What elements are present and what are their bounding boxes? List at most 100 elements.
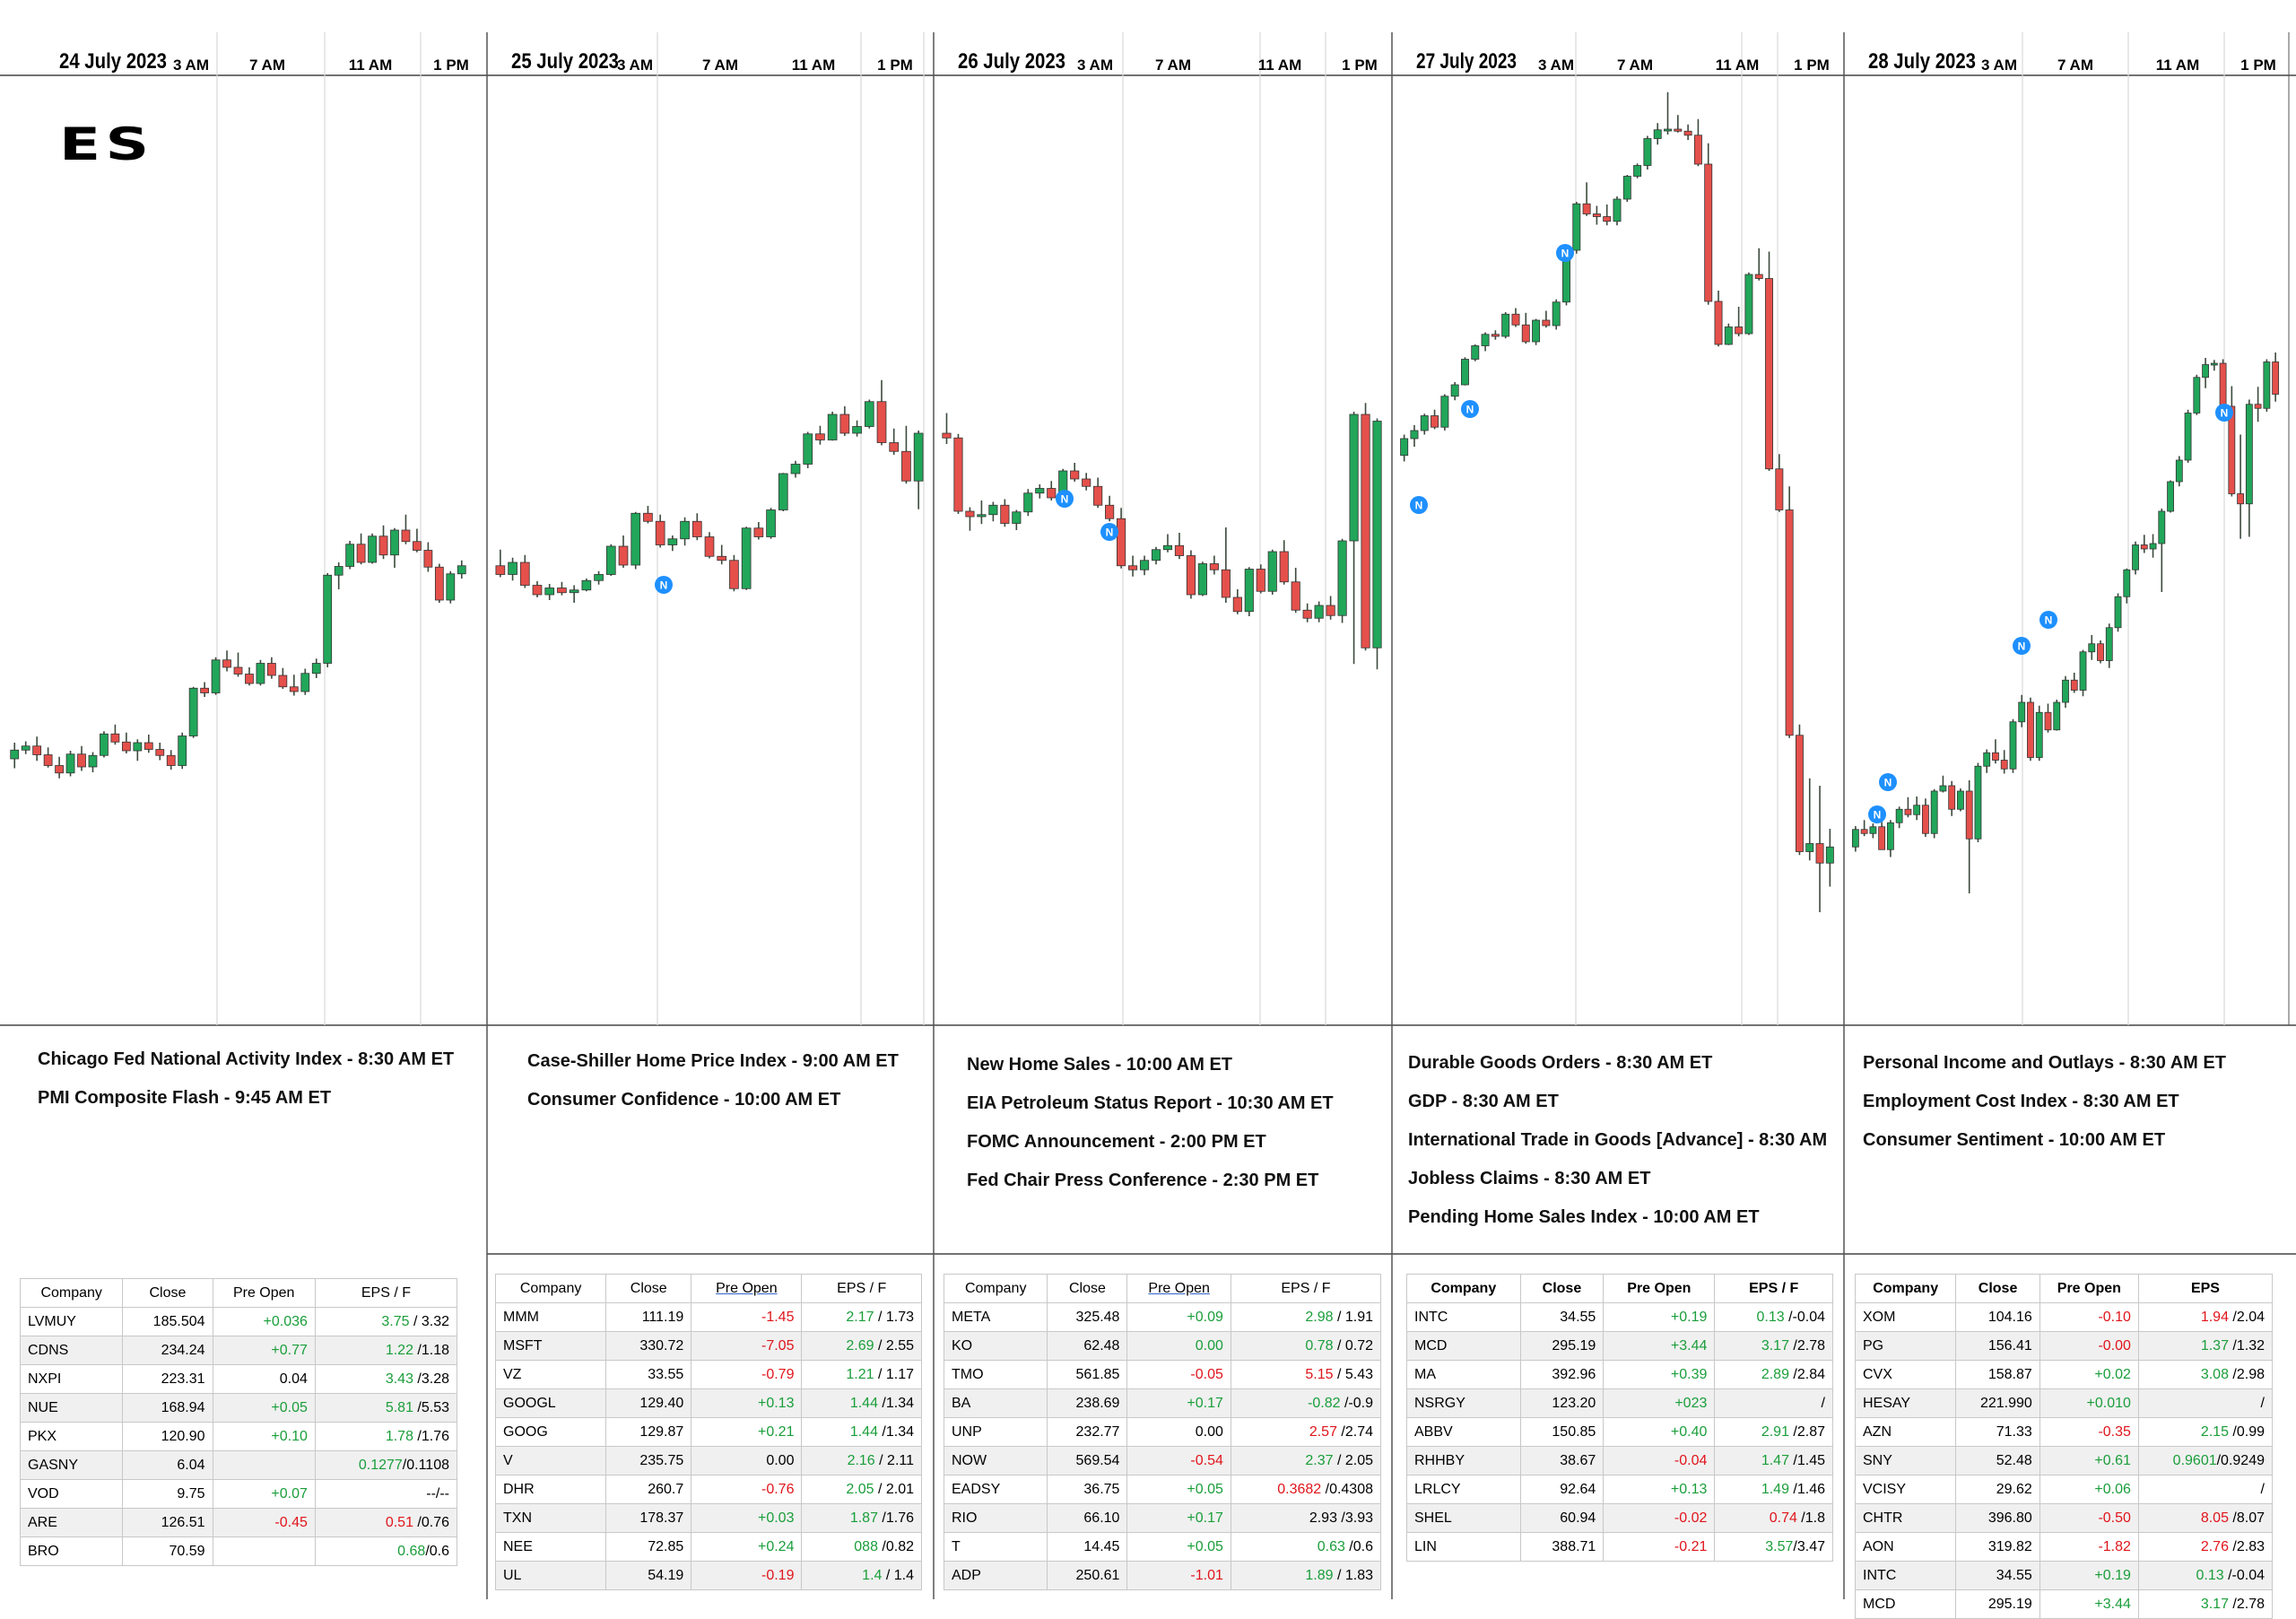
eps-forecast: /0.82	[877, 1538, 914, 1554]
x-tick-label: 1 PM	[877, 57, 913, 74]
candle-body	[289, 686, 299, 692]
table-cell: 295.19	[1955, 1589, 2040, 1619]
table-cell: 0.63 /0.6	[1230, 1532, 1382, 1562]
table-cell: VCISY	[1854, 1475, 1957, 1504]
x-tick-label: 11 AM	[2156, 57, 2200, 74]
candle-body	[155, 749, 165, 756]
table-body: INTC 34.55 +0.19 0.13 /-0.04 MCD 295.19 +3.44 3…	[1406, 1302, 1833, 1562]
news-marker-icon	[1100, 523, 1118, 541]
eps-forecast: / 2.11	[874, 1452, 914, 1468]
candle-body	[977, 514, 987, 518]
table-cell: +0.13	[691, 1388, 803, 1418]
candle-body	[1221, 569, 1231, 598]
candle-body	[2202, 364, 2209, 379]
event: Employment Cost Index - 8:30 AM ET	[1863, 1092, 2179, 1111]
candle-body	[434, 566, 444, 601]
eps-actual: 3.57	[1765, 1538, 1794, 1554]
eps-forecast: /2.78	[2228, 1596, 2265, 1612]
eps-forecast: /2.98	[2228, 1366, 2265, 1382]
eps-forecast: /1.76	[877, 1510, 914, 1526]
col-header: Company	[19, 1278, 124, 1308]
candle-body	[1795, 735, 1804, 852]
table-row: ARE 126.51 -0.45 0.51 /0.76	[19, 1508, 458, 1537]
event: EIA Petroleum Status Report - 10:30 AM E…	[967, 1093, 1334, 1113]
table-cell: 3.57/3.47	[1714, 1532, 1833, 1562]
event: Fed Chair Press Conference - 2:30 PM ET	[967, 1171, 1319, 1190]
table-cell: 0.00	[691, 1446, 803, 1475]
eps-forecast: / 1.4	[882, 1567, 914, 1583]
table-cell: INTC	[1854, 1561, 1957, 1590]
candle-body	[1869, 826, 1877, 834]
candle-body	[839, 413, 850, 434]
eps-forecast: /2.78	[1788, 1337, 1825, 1354]
eps-forecast: /1.18	[413, 1342, 449, 1358]
table-cell: +0.05	[1126, 1475, 1231, 1504]
table-cell: TMO	[943, 1360, 1048, 1389]
eps-forecast: /-0.04	[1784, 1309, 1825, 1325]
table-cell: CHTR	[1854, 1503, 1957, 1533]
col-header: Close	[1047, 1274, 1128, 1303]
eps-actual: 1.22	[385, 1342, 413, 1358]
candle-body	[1279, 551, 1289, 583]
table-cell: 158.87	[1955, 1360, 2040, 1389]
table-cell: +0.06	[2039, 1475, 2139, 1504]
candle-body	[643, 512, 653, 522]
table-cell: AON	[1854, 1532, 1957, 1562]
table-cell: UNP	[943, 1417, 1048, 1447]
candle-body	[1481, 334, 1490, 346]
candle-body	[618, 545, 629, 566]
table-cell: -0.82 /-0.9	[1230, 1388, 1382, 1418]
table-cell: 129.87	[605, 1417, 692, 1447]
eps-actual: 0.13	[1756, 1309, 1785, 1325]
x-tick-label: 7 AM	[2057, 57, 2093, 74]
table-cell: INTC	[1406, 1302, 1521, 1332]
news-marker-letter: N	[2018, 640, 2026, 653]
candle-body	[2088, 643, 2096, 653]
eps-actual: -0.82	[1308, 1395, 1341, 1411]
eps-actual: 0.51	[385, 1514, 413, 1530]
candle-body	[532, 585, 543, 596]
table-row: NUE 168.94 +0.05 5.81 /5.53	[19, 1393, 458, 1423]
event: PMI Composite Flash - 9:45 AM ET	[38, 1088, 332, 1108]
candle-body	[2123, 569, 2131, 597]
table-cell: UL	[494, 1561, 607, 1590]
table-row: XOM 104.16 -0.10 1.94 /2.04	[1854, 1302, 2274, 1332]
table-cell: +0.09	[1126, 1302, 1231, 1332]
candle-body	[1420, 415, 1429, 431]
eps-actual: 0.13	[2196, 1567, 2224, 1583]
eps-actual: 1.89	[1305, 1567, 1334, 1583]
table-cell: 1.49 /1.46	[1714, 1475, 1833, 1504]
news-marker-icon	[1410, 496, 1428, 514]
eps-actual: 1.21	[846, 1366, 874, 1382]
table-row: TXN 178.37 +0.03 1.87 /1.76	[494, 1503, 922, 1533]
candle-body	[667, 538, 678, 545]
table-cell: 1.44 /1.34	[801, 1388, 922, 1418]
candle-body	[188, 687, 198, 736]
news-marker-icon	[655, 576, 673, 594]
x-tick-label: 1 PM	[433, 57, 469, 74]
table-cell: -0.35	[2039, 1417, 2139, 1447]
table-cell: NSRGY	[1406, 1388, 1521, 1418]
news-marker-letter: N	[1061, 493, 1069, 506]
table-row: INTC 34.55 +0.19 0.13 /-0.04	[1406, 1302, 1833, 1332]
table-row: HESAY 221.990 +0.010 /	[1854, 1388, 2274, 1418]
candle-body	[2114, 596, 2122, 629]
candle-body	[790, 464, 801, 474]
earnings-table-27-july: Company Close Pre Open EPS / F INTC 34.55…	[1406, 1274, 1833, 1562]
table-cell: 14.45	[1047, 1532, 1128, 1562]
candle-body	[901, 450, 911, 482]
candle-body	[55, 765, 64, 774]
candle-body	[323, 574, 333, 664]
candle-body	[519, 561, 530, 586]
table-cell: MSFT	[494, 1331, 607, 1361]
candle-body	[2009, 721, 2017, 770]
event: Pending Home Sales Index - 10:00 AM ET	[1408, 1207, 1760, 1227]
event: Chicago Fed National Activity Index - 8:…	[38, 1049, 455, 1069]
table-cell: +0.17	[1126, 1388, 1231, 1418]
candle-body	[1552, 301, 1561, 326]
eps-forecast: / 2.01	[874, 1481, 914, 1497]
candle-body	[1431, 415, 1439, 428]
table-row: LRLCY 92.64 +0.13 1.49 /1.46	[1406, 1475, 1833, 1504]
table-row: NSRGY 123.20 +023 /	[1406, 1388, 1833, 1418]
